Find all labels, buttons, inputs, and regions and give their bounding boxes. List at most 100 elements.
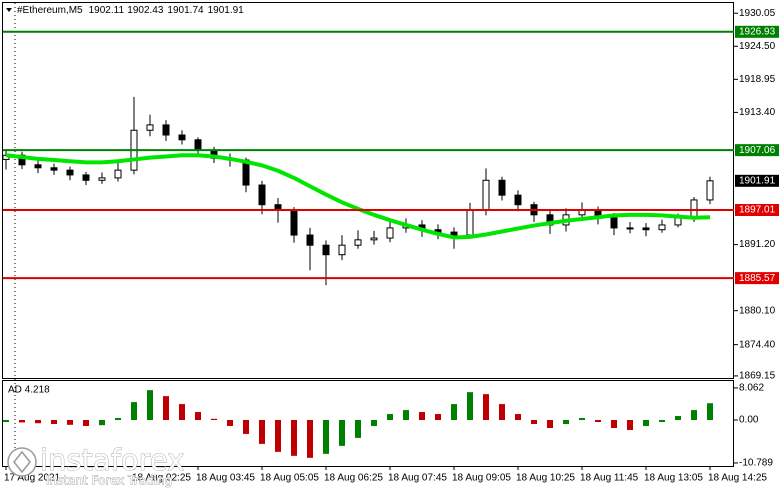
x-tick-label: 18 Aug 02:25 <box>132 473 191 484</box>
oscillator-bar <box>707 403 713 421</box>
symbol: #Ethereum,M5 <box>17 5 83 16</box>
candle-body <box>370 237 378 241</box>
brand: instaforex <box>40 443 184 477</box>
oscillator-bar <box>643 420 649 426</box>
oscillator-bar <box>659 420 665 423</box>
osc-y-tick-label: -10.789 <box>739 458 773 469</box>
candle-body <box>114 169 122 179</box>
y-tick-label: 1918.95 <box>739 74 776 85</box>
oscillator-bar <box>595 420 601 423</box>
x-tick-label: 18 Aug 13:05 <box>644 473 703 484</box>
oscillator-bar <box>515 414 521 421</box>
logo-mark <box>13 450 31 474</box>
oscillator-bar <box>291 420 297 456</box>
level-tag <box>735 203 779 216</box>
oscillator-bar <box>611 420 617 428</box>
logo <box>7 447 37 477</box>
candle-body <box>690 199 698 219</box>
oscillator-bar <box>371 420 377 426</box>
oscillator-bar <box>243 420 249 434</box>
oscillator-bar <box>403 410 409 421</box>
oscillator-bar <box>147 390 153 421</box>
candle-body <box>610 217 618 229</box>
oscillator-bar <box>675 416 681 421</box>
level-label: 1897.01 <box>739 205 776 216</box>
oscillator-bar <box>435 414 441 421</box>
candle-body <box>146 124 154 131</box>
candle-body <box>466 209 474 236</box>
oscillator-bar <box>307 420 313 458</box>
candle-body <box>626 227 634 230</box>
oscillator-bar <box>275 420 281 452</box>
oscillator-bar <box>691 410 697 421</box>
x-tick-label: 18 Aug 09:05 <box>452 473 511 484</box>
tagline: Instant Forex Trading <box>46 474 172 488</box>
oscillator-bar <box>3 420 9 423</box>
oscillator-bar <box>355 420 361 438</box>
level-label: 1926.93 <box>739 26 776 37</box>
moving-average <box>5 153 711 240</box>
oscillator-bar <box>627 420 633 430</box>
x-tick-label: 18 Aug 14:25 <box>708 473 767 484</box>
oscillator-bar <box>419 412 425 421</box>
oscillator-bar <box>211 418 217 421</box>
candle-body <box>322 244 330 256</box>
candle-body <box>34 164 42 169</box>
oscillator-bar <box>67 420 73 425</box>
x-tick-label: 17 Aug 2021 <box>4 473 61 484</box>
x-tick-label: 18 Aug 11:45 <box>580 473 639 484</box>
header-high: 1902.43 <box>127 5 164 16</box>
oscillator-bar <box>35 420 41 424</box>
osc-y-tick-label: 8.062 <box>739 383 764 394</box>
oscillator-bar <box>163 396 169 421</box>
oscillator-bar <box>467 392 473 421</box>
y-tick-label: 1913.40 <box>739 107 776 118</box>
level-tag <box>735 272 779 285</box>
chart-header: #Ethereum,M5 1902.11 1902.43 1901.74 1901.91 <box>17 5 244 16</box>
menu-arrow <box>6 8 12 12</box>
candle-body <box>66 169 74 176</box>
x-tick-label: 18 Aug 10:25 <box>516 473 575 484</box>
y-tick-label: 1880.10 <box>739 305 776 316</box>
oscillator-bar <box>51 420 57 424</box>
y-tick-label: 1930.05 <box>739 8 776 19</box>
oscillator-bar <box>563 420 569 424</box>
oscillator-bar <box>339 420 345 446</box>
y-tick-label: 1924.50 <box>739 41 776 52</box>
candle-body <box>514 194 522 206</box>
oscillator-bar <box>131 402 137 421</box>
oscillator-bar <box>259 420 265 444</box>
y-tick-label: 1891.20 <box>739 239 776 250</box>
watermark: instaforex Instant Forex Trading <box>7 443 185 488</box>
candle-body <box>658 224 666 231</box>
level-tag <box>735 25 779 38</box>
candle-body <box>482 179 490 211</box>
level-label: 1885.57 <box>739 273 776 284</box>
candle-body <box>450 231 458 236</box>
oscillator-bar <box>499 404 505 421</box>
candle-body <box>354 239 362 246</box>
oscillator-bar <box>531 420 537 424</box>
header-low: 1901.74 <box>167 5 204 16</box>
header-open: 1902.11 <box>89 5 125 16</box>
candle-body <box>338 244 346 256</box>
oscillator-bar <box>451 404 457 421</box>
candle-body <box>98 177 106 181</box>
level-tag <box>735 144 779 157</box>
oscillator-bar <box>579 418 585 421</box>
oscillator-bar <box>83 420 89 426</box>
header-close: 1901.91 <box>208 5 245 16</box>
x-tick-label: 18 Aug 03:45 <box>196 473 255 484</box>
last-price-tag <box>735 174 779 187</box>
candle-body <box>258 184 266 206</box>
level-label: 1907.06 <box>739 145 776 156</box>
candle-body <box>82 174 90 181</box>
oscillator-bar <box>99 420 105 426</box>
candle-body <box>50 167 58 171</box>
oscillator-bar <box>179 404 185 421</box>
oscillator-bar <box>115 418 121 421</box>
oscillator-bar <box>547 420 553 428</box>
candle-body <box>178 134 186 141</box>
